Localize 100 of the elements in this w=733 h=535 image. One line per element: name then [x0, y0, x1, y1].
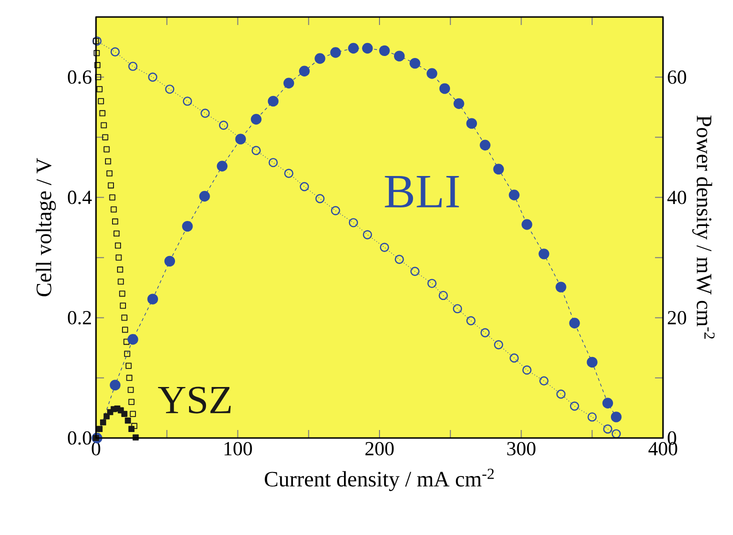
point	[95, 74, 102, 80]
point	[427, 278, 437, 288]
point	[300, 182, 309, 192]
point	[379, 45, 390, 56]
point	[586, 356, 598, 368]
point	[480, 328, 490, 338]
point	[94, 62, 100, 68]
point	[182, 96, 192, 106]
point	[466, 118, 477, 129]
point	[570, 402, 580, 411]
point	[569, 318, 580, 328]
y2-tick-label: 40	[667, 190, 686, 204]
point	[200, 108, 210, 118]
point	[104, 146, 110, 152]
point	[121, 410, 128, 417]
y-tick-label: 0.0	[68, 431, 92, 445]
point	[109, 194, 116, 200]
point	[438, 290, 448, 300]
y2-axis-title: Power density / mW cm$^{-2}$	[692, 116, 715, 339]
point	[148, 72, 158, 82]
point	[283, 78, 294, 88]
point	[128, 386, 134, 393]
point	[330, 47, 341, 58]
point	[126, 374, 132, 381]
point	[147, 294, 158, 304]
point	[100, 122, 107, 128]
point	[105, 158, 112, 164]
point	[610, 412, 622, 422]
point	[556, 389, 566, 399]
point	[588, 412, 597, 422]
point	[268, 96, 279, 107]
point	[362, 42, 373, 54]
point	[315, 194, 325, 204]
y2-tick-label: 20	[668, 310, 686, 324]
y-tick-label: 0.6	[68, 70, 92, 84]
point	[92, 38, 100, 44]
x-tick-label: 300	[507, 442, 536, 456]
point	[92, 36, 102, 46]
point	[96, 426, 103, 432]
point	[114, 242, 122, 249]
point	[98, 98, 104, 104]
point	[106, 170, 113, 176]
point	[126, 362, 132, 369]
point	[480, 140, 490, 150]
point	[128, 334, 138, 345]
point	[466, 316, 476, 326]
point	[522, 365, 532, 375]
point	[538, 248, 550, 260]
point	[522, 219, 532, 230]
point	[508, 190, 520, 200]
point	[182, 220, 193, 232]
point	[394, 254, 404, 264]
annotation: BLI	[384, 176, 459, 208]
point	[452, 304, 462, 314]
point	[108, 182, 114, 188]
point	[284, 168, 294, 178]
point	[454, 98, 464, 109]
point	[603, 424, 612, 434]
point	[122, 326, 128, 333]
point	[348, 42, 359, 54]
point	[510, 353, 519, 363]
point	[110, 47, 120, 56]
point	[96, 86, 103, 92]
point	[131, 422, 138, 430]
x-tick-label: 200	[365, 442, 394, 456]
point	[124, 350, 130, 357]
point	[99, 110, 106, 116]
point	[216, 160, 228, 172]
y-tick-label: 0.4	[68, 190, 92, 204]
point	[165, 84, 174, 94]
point	[493, 164, 504, 175]
point	[394, 50, 405, 62]
point	[348, 218, 358, 228]
point	[362, 230, 372, 240]
point	[110, 206, 117, 213]
point	[426, 68, 438, 79]
point	[199, 190, 210, 202]
y2-tick-label: 60	[668, 70, 686, 84]
point	[299, 66, 310, 76]
point	[218, 120, 228, 130]
point	[330, 206, 340, 216]
point	[250, 114, 262, 125]
point	[439, 83, 450, 94]
x-axis-title: Current density / mA cm$^{-2}$	[264, 468, 494, 492]
point	[539, 376, 549, 386]
point	[494, 340, 504, 350]
point	[128, 426, 134, 432]
point	[252, 146, 261, 156]
y-tick-label: 0.2	[68, 310, 91, 324]
point	[102, 134, 108, 140]
point	[119, 290, 126, 297]
y-axis-title: Cell voltage / V	[36, 158, 56, 296]
point	[556, 282, 566, 292]
point	[314, 53, 326, 64]
point	[410, 58, 420, 69]
annotation: YSZ	[158, 386, 231, 414]
point	[164, 256, 176, 267]
point	[110, 380, 120, 390]
point	[94, 50, 100, 56]
x-tick-label: 100	[224, 442, 252, 456]
